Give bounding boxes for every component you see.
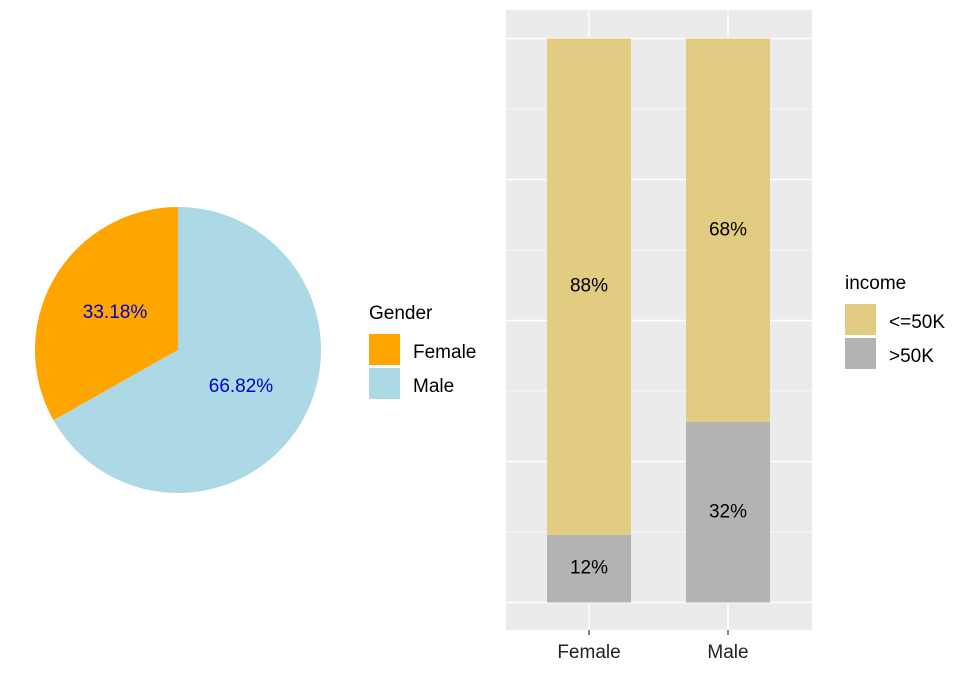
pie-label-female: 33.18% xyxy=(83,302,148,323)
bar-female-le50k xyxy=(547,38,631,535)
gender-legend-key-male xyxy=(369,368,400,399)
income-legend-key-gt50k xyxy=(845,338,876,369)
gender-legend-label-male: Male xyxy=(413,376,454,397)
bar-label-female-le50k: 88% xyxy=(570,276,608,297)
bar-label-male-gt50k: 32% xyxy=(709,501,747,522)
bar-female-gt50k xyxy=(547,534,631,603)
income-legend: income <=50K >50K xyxy=(845,273,945,369)
pie-slice-male xyxy=(53,207,322,493)
income-legend-title: income xyxy=(845,273,906,294)
bar-male-gt50k xyxy=(686,422,770,603)
pie-slice-female xyxy=(34,207,178,421)
x-tick-label-male: Male xyxy=(707,642,748,663)
x-tick-label-female: Female xyxy=(557,642,620,663)
income-legend-label-gt50k: >50K xyxy=(889,346,934,367)
gender-legend-key-female xyxy=(369,334,400,365)
gender-legend-label-female: Female xyxy=(413,342,476,363)
gender-legend-title: Gender xyxy=(369,303,433,324)
income-legend-label-le50k: <=50K xyxy=(889,312,945,333)
bar-label-male-le50k: 68% xyxy=(709,219,747,240)
income-legend-key-le50k xyxy=(845,304,876,335)
bar-male-le50k xyxy=(686,38,770,423)
bar-label-female-gt50k: 12% xyxy=(570,558,608,579)
bar-data-labels: 12% 88% 32% 68% xyxy=(570,219,747,578)
gender-legend: Gender Female Male xyxy=(369,303,476,399)
pie-label-male: 66.82% xyxy=(209,376,274,397)
pie-chart xyxy=(34,207,322,493)
stacked-bars xyxy=(547,38,770,603)
